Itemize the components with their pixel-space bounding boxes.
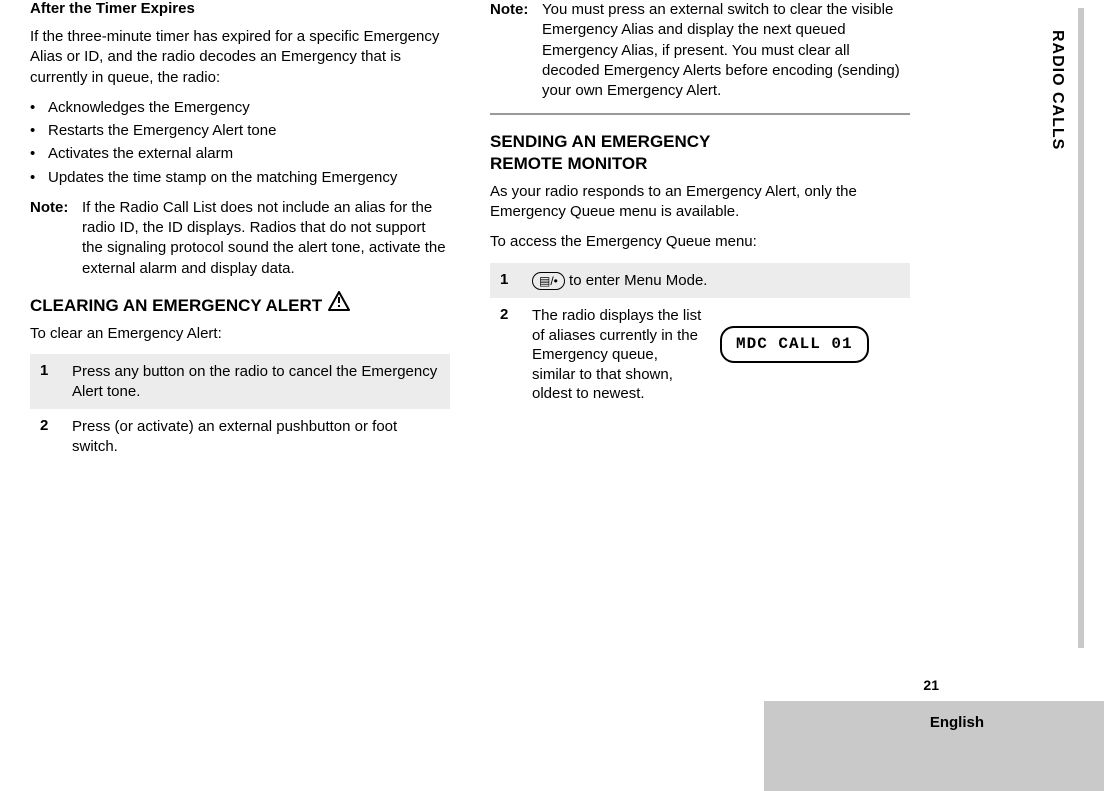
after-timer-heading: After the Timer Expires [30, 0, 450, 17]
right-column: Note: You must press an external switch … [490, 0, 910, 412]
step-row: 1 Press any button on the radio to cance… [30, 354, 450, 409]
lcd-wrap: MDC CALL 01 [720, 306, 869, 363]
step-text: Press any button on the radio to cancel … [72, 362, 440, 401]
step2-desc: The radio displays the list of aliases c… [532, 306, 702, 404]
after-timer-bullets: Acknowledges the Emergency Restarts the … [30, 98, 450, 188]
side-tab: RADIO CALLS [1034, 0, 1104, 791]
right-note: Note: You must press an external switch … [490, 0, 910, 101]
step-row: 2 Press (or activate) an external pushbu… [30, 409, 450, 464]
sending-remote-heading: SENDING AN EMERGENCY REMOTE MONITOR [490, 131, 910, 174]
step-row: 1 ▤/• to enter Menu Mode. [490, 263, 910, 299]
step-text: Press (or activate) an external pushbutt… [72, 417, 440, 456]
step-row: 2 The radio displays the list of aliases… [490, 298, 910, 412]
clearing-alert-heading: CLEARING AN EMERGENCY ALERT [30, 291, 450, 316]
side-tab-label: RADIO CALLS [1048, 30, 1066, 150]
divider [490, 113, 910, 115]
step-text: The radio displays the list of aliases c… [532, 306, 900, 404]
bullet-item: Activates the external alarm [30, 144, 450, 164]
left-column: After the Timer Expires If the three-min… [30, 0, 450, 464]
bullet-item: Acknowledges the Emergency [30, 98, 450, 118]
clearing-steps: 1 Press any button on the radio to cance… [30, 354, 450, 464]
queue-steps: 1 ▤/• to enter Menu Mode. 2 The radio di… [490, 263, 910, 412]
bullet-item: Updates the time stamp on the matching E… [30, 168, 450, 188]
step1-suffix: to enter Menu Mode. [565, 272, 708, 289]
note-label: Note: [490, 0, 542, 101]
bullet-item: Restarts the Emergency Alert tone [30, 121, 450, 141]
heading-line: SENDING AN EMERGENCY [490, 132, 710, 151]
note-text: You must press an external switch to cle… [542, 0, 910, 101]
sending-intro-2: To access the Emergency Queue menu: [490, 232, 910, 252]
menu-button-icon: ▤/• [532, 272, 565, 290]
side-stripe [1078, 8, 1084, 648]
note-label: Note: [30, 198, 82, 279]
page: After the Timer Expires If the three-min… [0, 0, 1104, 791]
left-note: Note: If the Radio Call List does not in… [30, 198, 450, 279]
footer-language: English [930, 714, 984, 731]
step-number: 2 [40, 417, 54, 456]
sending-intro-1: As your radio responds to an Emergency A… [490, 182, 910, 223]
step-text: ▤/• to enter Menu Mode. [532, 271, 900, 291]
after-timer-intro: If the three-minute timer has expired fo… [30, 27, 450, 88]
page-number: 21 [923, 677, 939, 693]
note-text: If the Radio Call List does not include … [82, 198, 450, 279]
step-number: 2 [500, 306, 514, 404]
warning-icon [328, 291, 350, 316]
heading-line: REMOTE MONITOR [490, 154, 647, 173]
step-number: 1 [500, 271, 514, 291]
step-number: 1 [40, 362, 54, 401]
clearing-alert-text: CLEARING AN EMERGENCY ALERT [30, 295, 322, 316]
lcd-display: MDC CALL 01 [720, 326, 869, 363]
clearing-alert-intro: To clear an Emergency Alert: [30, 324, 450, 344]
